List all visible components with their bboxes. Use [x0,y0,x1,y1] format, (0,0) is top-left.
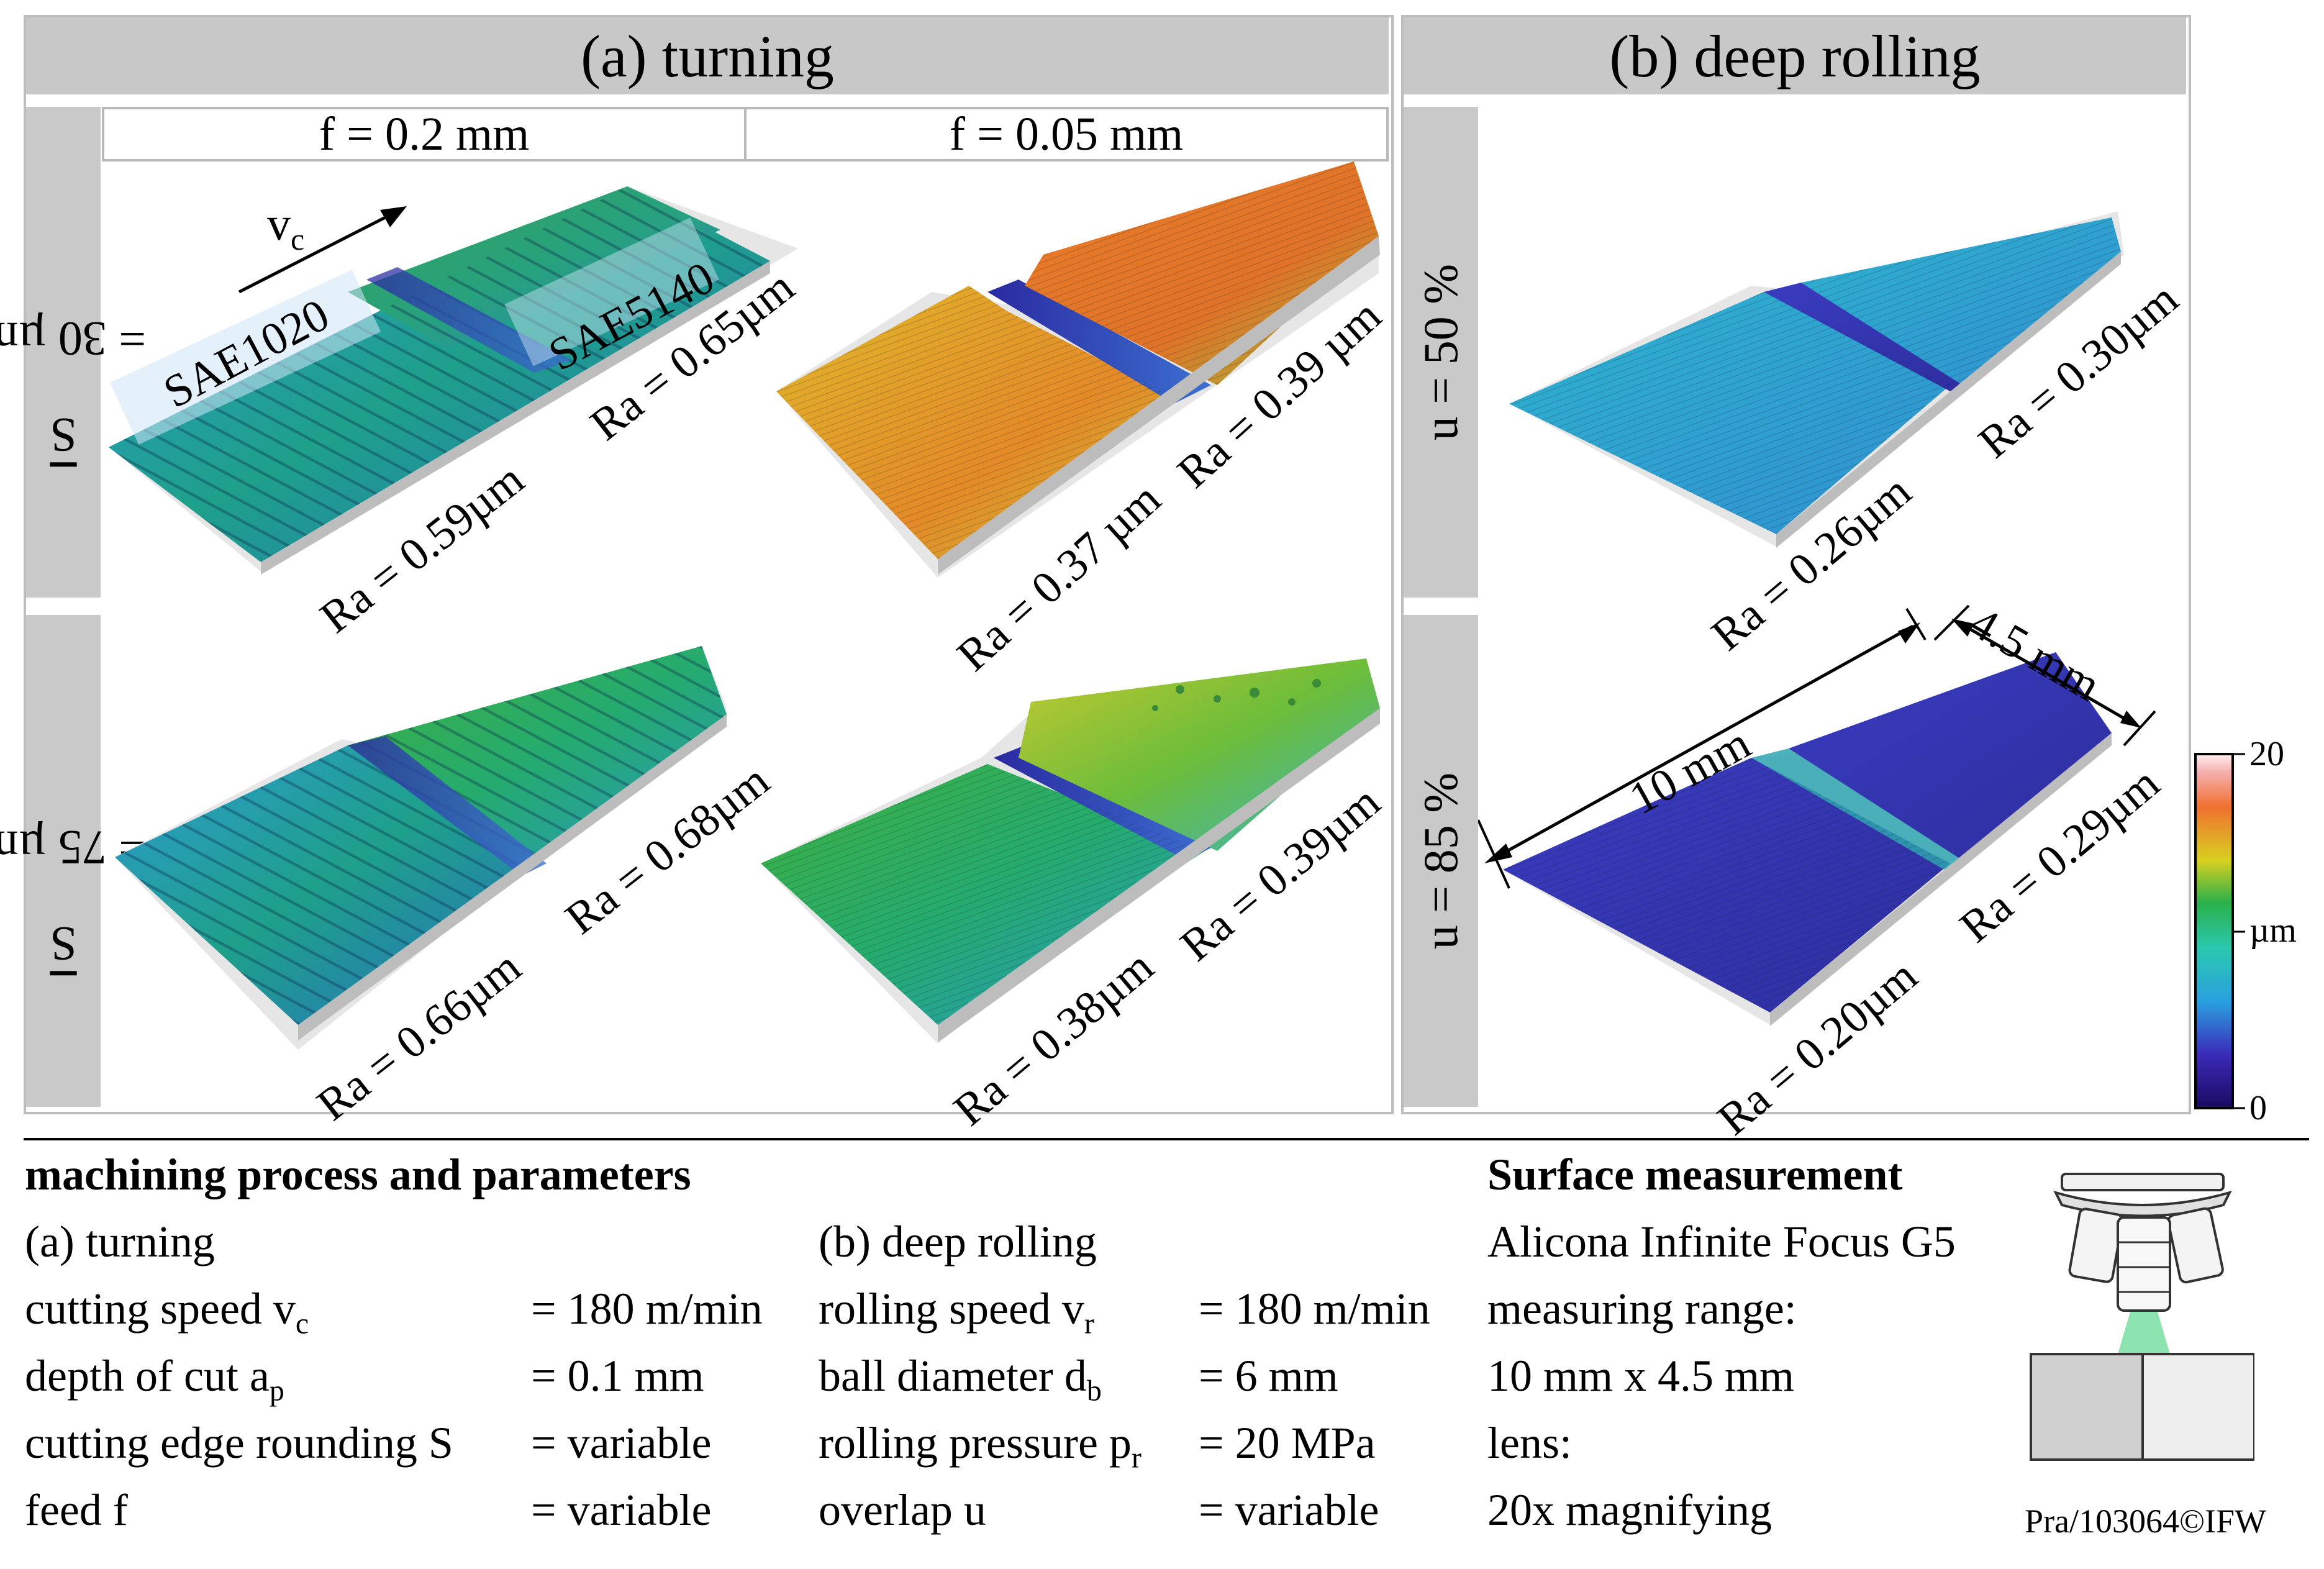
rolling-value-1: = 180 m/min [1199,1284,1430,1334]
rolling-value-4: = variable [1199,1485,1379,1535]
rolling-row-3: rolling pressure pr [819,1418,1142,1475]
panel-b-surfaces [1478,211,2156,1026]
rolling-row2-label: u = 85 % [1414,772,1468,950]
turning-value-1: = 180 m/min [531,1284,763,1334]
surface-r1c2 [776,161,1380,578]
colorbar [2194,753,2245,1109]
colorbar-min: 0 [2249,1089,2267,1127]
rolling-value-2: = 6 mm [1199,1351,1338,1401]
surface-r1c1 [109,186,798,575]
surface-r2c1 [115,646,727,1050]
vc-arrow-head [380,206,407,227]
dim-line-width [1955,619,2138,727]
rolling-row1-label: u = 50 % [1414,263,1468,441]
dim-line-length [1489,624,1914,862]
turning-value-3: = variable [531,1418,712,1468]
colorbar-max: 20 [2249,735,2284,773]
panel-a-title: (a) turning [581,22,834,89]
feed-header-1: f = 0.2 mm [102,107,747,161]
microscope-icon [2030,1173,2254,1461]
turning-value-2: = 0.1 mm [531,1351,704,1401]
rolling-row-4: overlap u [819,1485,986,1535]
credit: Pra/103064©IFW [2025,1503,2266,1540]
params-heading: machining process and parameters [25,1150,691,1199]
vc-label: vc [267,198,305,257]
surface-heading: Surface measurement [1487,1150,1903,1199]
turning-row-4: feed f [25,1485,128,1535]
rolling-row-2: ball diameter db [819,1351,1102,1408]
turning-row-2: depth of cut ap [25,1351,284,1408]
divider [24,1138,2309,1140]
vc-arrow [238,209,399,294]
row1-sidebar: S = 30 µm [0,107,146,598]
panel-b-title: (b) deep rolling [1609,22,1981,89]
rolling-surface-upper [1509,211,2124,548]
panel-a-header: (a) turning [26,17,1389,94]
turning-title: (a) turning [25,1217,215,1267]
surface-line-4: lens: [1487,1418,1572,1468]
rolling-row1-sidebar: u = 50 % [1404,107,1478,598]
surface-line-3: 10 mm x 4.5 mm [1487,1351,1795,1401]
rolling-surface-lower [1503,652,2112,1026]
rolling-row2-sidebar: u = 85 % [1404,615,1478,1107]
turning-row-3: cutting edge rounding S [25,1418,453,1468]
surface-line-1: Alicona Infinite Focus G5 [1487,1217,1956,1267]
surface-r2c2 [761,658,1380,1044]
turning-value-4: = variable [531,1485,712,1535]
colorbar-unit: µm [2249,911,2297,950]
row2-sidebar: S = 75 µm [0,615,146,1107]
panel-b-header: (b) deep rolling [1404,17,2186,94]
surface-line-5: 20x magnifying [1487,1485,1772,1535]
turning-row-1: cutting speed vc [25,1284,309,1340]
rolling-row-1: rolling speed vr [819,1284,1094,1340]
surface-line-2: measuring range: [1487,1284,1797,1334]
rolling-title: (b) deep rolling [819,1217,1097,1267]
rolling-value-3: = 20 MPa [1199,1418,1376,1468]
panel-a-surfaces [109,161,1380,1050]
feed-header-2: f = 0.05 mm [744,107,1389,161]
